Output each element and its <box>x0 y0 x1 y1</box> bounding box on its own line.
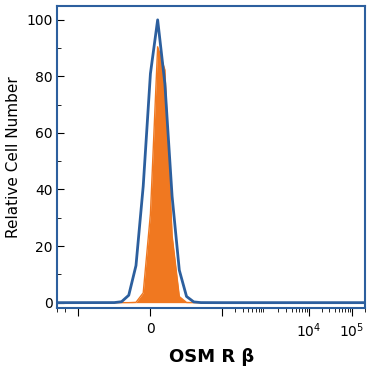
Y-axis label: Relative Cell Number: Relative Cell Number <box>6 76 20 238</box>
X-axis label: OSM R β: OSM R β <box>168 349 254 366</box>
